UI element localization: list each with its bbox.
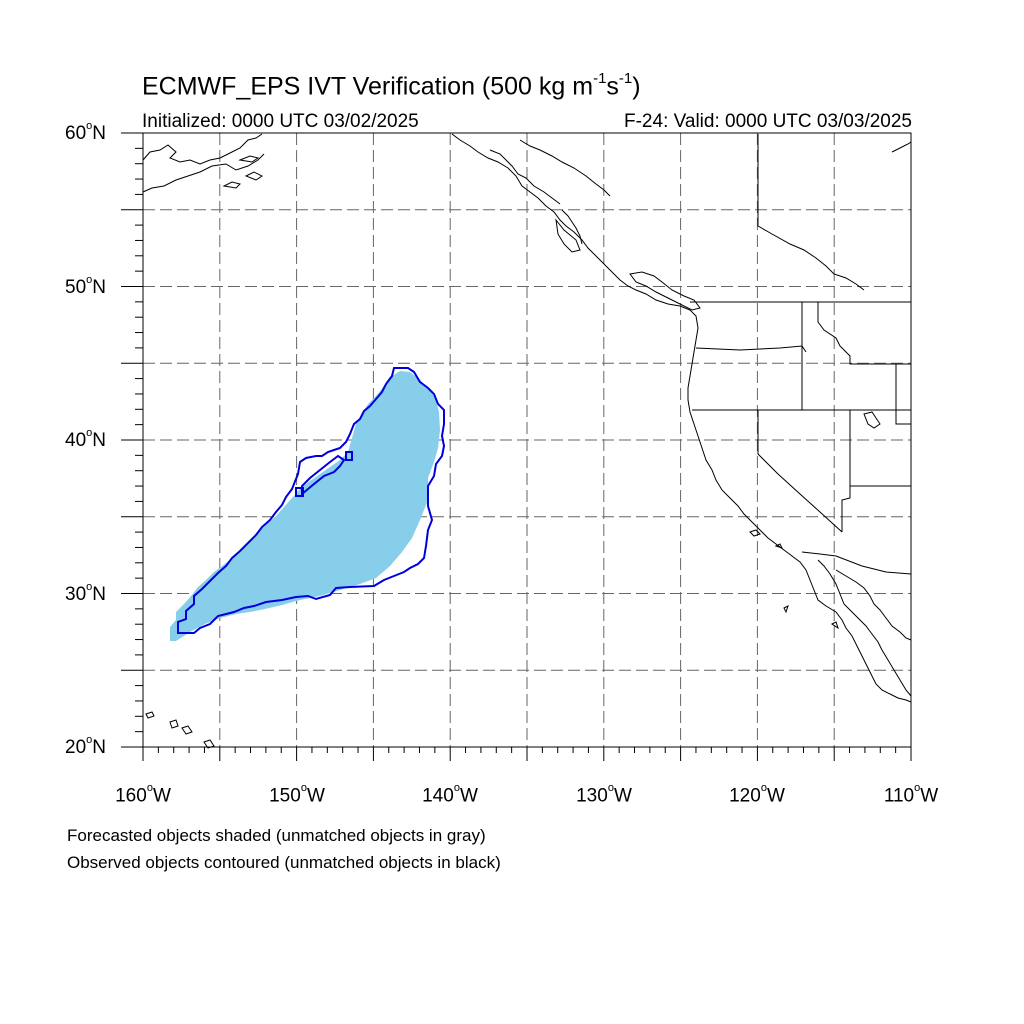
lon-label-130w: 130oW [576, 782, 632, 807]
forecast-object [170, 371, 440, 641]
map-title: ECMWF_EPS IVT Verification (500 kg m-1s-… [142, 70, 641, 101]
valid-time: F-24: Valid: 0000 UTC 03/03/2025 [624, 111, 912, 132]
lon-label-140w: 140oW [422, 782, 478, 807]
lon-label-120w: 120oW [729, 782, 785, 807]
observed-object-contour [177, 367, 446, 634]
lat-label-50: 50oN [65, 273, 106, 299]
observed-object-small [345, 451, 353, 461]
lat-label-60: 60oN [65, 119, 106, 145]
lon-label-160w: 160oW [115, 782, 171, 807]
observed-object-small-2 [295, 487, 304, 497]
lat-label-40: 40oN [65, 426, 106, 452]
lon-label-110w: 110oW [883, 782, 939, 807]
initialized-time: Initialized: 0000 UTC 03/02/2025 [142, 111, 419, 132]
forecast-note: Forecasted objects shaded (unmatched obj… [67, 826, 486, 845]
lon-label-150w: 150oW [269, 782, 325, 807]
axis-ticks [121, 132, 912, 761]
observed-note: Observed objects contoured (unmatched ob… [67, 853, 501, 872]
graticule [143, 133, 911, 747]
coastlines [142, 133, 912, 749]
lat-label-30: 30oN [65, 580, 106, 606]
lat-label-20: 20oN [65, 733, 106, 759]
